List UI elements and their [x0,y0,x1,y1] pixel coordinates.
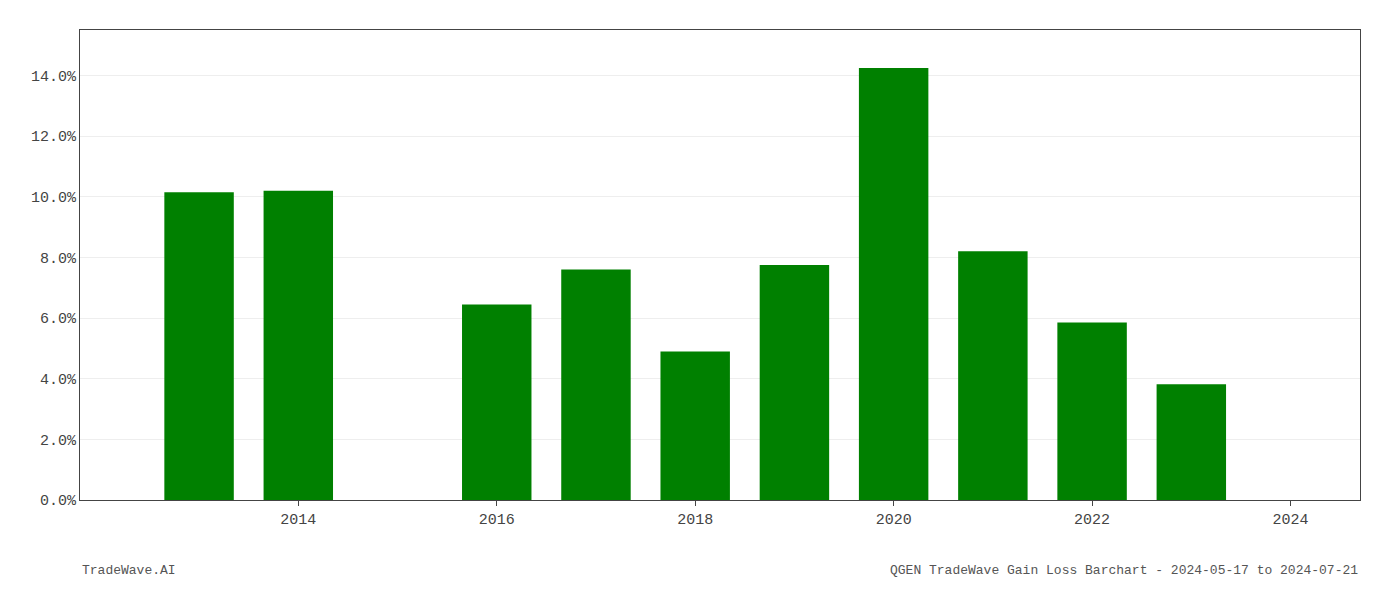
svg-text:2024: 2024 [1273,512,1309,529]
svg-text:QGEN TradeWave Gain Loss Barch: QGEN TradeWave Gain Loss Barchart - 2024… [890,563,1358,578]
svg-text:2.0%: 2.0% [40,433,77,450]
svg-text:2016: 2016 [479,512,515,529]
svg-text:6.0%: 6.0% [40,311,77,328]
svg-text:2018: 2018 [677,512,713,529]
svg-text:4.0%: 4.0% [40,372,77,389]
svg-text:12.0%: 12.0% [31,129,77,146]
svg-text:2020: 2020 [876,512,912,529]
svg-text:14.0%: 14.0% [31,69,77,86]
svg-text:2022: 2022 [1074,512,1110,529]
svg-text:2014: 2014 [280,512,316,529]
svg-text:10.0%: 10.0% [31,190,77,207]
svg-text:0.0%: 0.0% [40,493,77,510]
svg-text:8.0%: 8.0% [40,251,77,268]
svg-text:TradeWave.AI: TradeWave.AI [82,563,176,578]
